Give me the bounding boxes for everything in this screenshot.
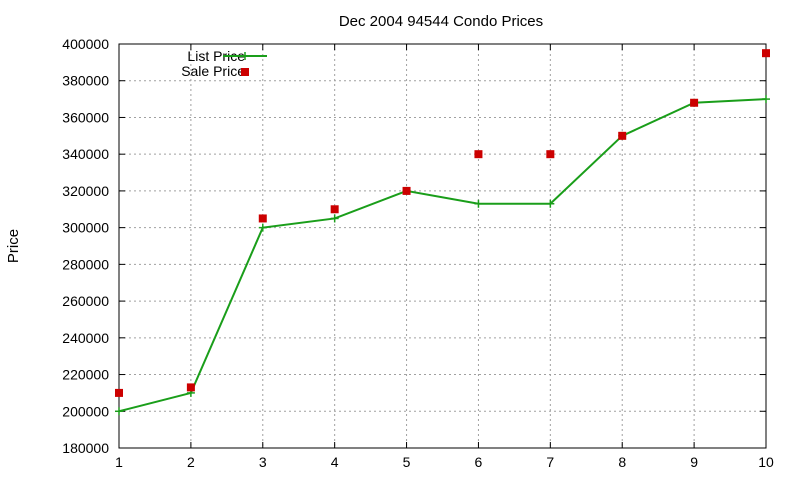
sale-price-point — [546, 150, 555, 159]
sale-price-point — [618, 131, 627, 140]
sale-price-point — [474, 150, 483, 159]
x-tick-label: 10 — [758, 454, 774, 470]
list-price-point — [546, 199, 555, 208]
list-price-point — [762, 95, 770, 104]
y-tick-label: 240000 — [62, 330, 109, 346]
sale-price-point — [258, 214, 267, 223]
grid-layer — [119, 44, 766, 448]
x-tick-label: 1 — [115, 454, 123, 470]
series-layer — [115, 49, 770, 416]
y-tick-label: 360000 — [62, 109, 109, 125]
x-tick-label: 2 — [187, 454, 195, 470]
y-tick-label: 260000 — [62, 293, 109, 309]
list-price-point — [258, 223, 267, 232]
y-tick-label: 300000 — [62, 220, 109, 236]
chart-title: Dec 2004 94544 Condo Prices — [339, 13, 543, 30]
x-tick-label: 7 — [546, 454, 554, 470]
y-tick-label: 320000 — [62, 183, 109, 199]
axis-layer: 180000 200000 220000 240000 260000 280000 3000… — [62, 36, 774, 470]
list-price-point — [474, 199, 483, 208]
list-price-point — [330, 214, 339, 223]
x-tick-label: 4 — [331, 454, 339, 470]
x-tick-label: 5 — [403, 454, 411, 470]
sale-price-point — [330, 205, 339, 214]
x-tick-label: 8 — [618, 454, 626, 470]
sale-price-point — [115, 388, 123, 397]
x-tick-label: 3 — [259, 454, 267, 470]
sale-price-point — [762, 49, 770, 58]
y-tick-label: 400000 — [62, 36, 109, 52]
y-tick-label: 220000 — [62, 367, 109, 383]
sale-price-point — [690, 98, 699, 107]
legend-marker-plus — [241, 52, 249, 60]
y-tick-label: 340000 — [62, 146, 109, 162]
sale-price-point — [186, 383, 195, 392]
sale-price-point — [402, 186, 411, 195]
legend-marker-square — [241, 68, 249, 76]
y-tick-label: 200000 — [62, 403, 109, 419]
y-tick-label: 180000 — [62, 440, 109, 456]
legend-label: Sale Price — [181, 63, 245, 79]
plot-frame — [118, 43, 767, 449]
y-axis-label: Price — [5, 229, 22, 263]
list-price-point — [115, 407, 123, 416]
x-tick-label: 9 — [690, 454, 698, 470]
y-tick-label: 280000 — [62, 256, 109, 272]
series-line-list-price — [118, 98, 767, 413]
legend-label: List Price — [187, 48, 245, 64]
y-tick-label: 380000 — [62, 73, 109, 89]
x-tick-label: 6 — [475, 454, 483, 470]
